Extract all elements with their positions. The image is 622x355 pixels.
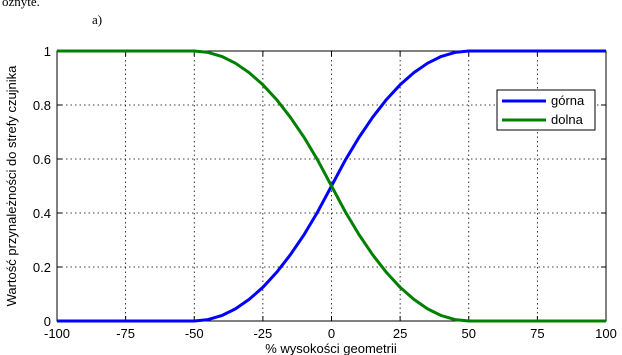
y-axis-label: Wartość przynależności do strefy czujnik…: [4, 65, 19, 307]
legend: górna dolna: [496, 89, 596, 131]
series-lines: [57, 49, 606, 323]
legend-label-gorna: górna: [551, 93, 585, 108]
x-tick-label: 75: [530, 326, 544, 341]
y-tick-label: 0.2: [33, 260, 51, 275]
ticks: -100 -75 -50 -25 0 25 50 75 100 0 0.2 0.4 0.6 0.8 1: [33, 44, 617, 341]
panel-label: a): [92, 12, 102, 27]
y-tick-label: 0.4: [33, 206, 51, 221]
x-tick-label: -100: [44, 326, 70, 341]
x-axis-label: % wysokości geometrii: [265, 341, 397, 355]
y-tick-label: 0.6: [33, 152, 51, 167]
y-tick-label: 1: [44, 44, 51, 59]
x-tick-label: 25: [393, 326, 407, 341]
legend-label-dolna: dolna: [551, 112, 584, 127]
legend-box: [496, 89, 596, 131]
cropped-text-fragment: oznyte.: [2, 0, 40, 9]
x-tick-label: 50: [462, 326, 476, 341]
y-tick-label: 0: [44, 314, 51, 329]
x-tick-label: 100: [595, 326, 617, 341]
grid: [57, 51, 606, 321]
series-line-dolna: [57, 49, 606, 323]
x-tick-label: -25: [253, 326, 272, 341]
x-tick-label: 0: [328, 326, 335, 341]
x-tick-label: -50: [185, 326, 204, 341]
y-tick-label: 0.8: [33, 98, 51, 113]
x-tick-label: -75: [116, 326, 135, 341]
